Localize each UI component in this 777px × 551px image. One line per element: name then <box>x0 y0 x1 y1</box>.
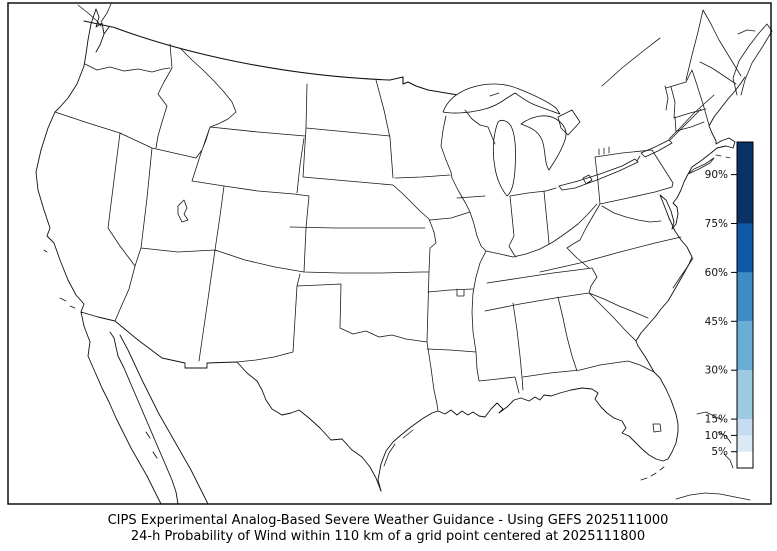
small-waters-path <box>487 85 669 156</box>
map-frame <box>7 2 772 505</box>
colorbar-outline <box>736 141 754 469</box>
colorbar-bin <box>737 419 753 436</box>
colorbar-bin <box>737 435 753 452</box>
colorbar-tick-label: 10% <box>705 430 728 442</box>
colorbar-tick-label: 45% <box>705 316 728 328</box>
colorbar-tick-label: 60% <box>705 267 728 279</box>
colorbar-tick-label: 75% <box>705 218 728 230</box>
probability-colorbar: 90% 75% 60% 45% 30% 15% 10% 5% <box>705 141 754 469</box>
colorbar-bin <box>737 370 753 420</box>
colorbar-bin <box>737 223 753 273</box>
us-canada-border-path <box>83 20 464 97</box>
colorbar-bin <box>737 272 753 322</box>
mexico-path <box>80 311 382 505</box>
state-borders-path <box>54 9 742 412</box>
great-lakes-path <box>177 83 673 433</box>
colorbar-tick-label: 5% <box>711 446 728 458</box>
coastline-path <box>35 8 746 492</box>
caption-line-2: 24-h Probability of Wind within 110 km o… <box>131 529 645 544</box>
map-ocean-background <box>8 3 771 504</box>
colorbar-bin <box>737 142 753 224</box>
islands-path <box>43 154 751 501</box>
colorbar-tick-label: 15% <box>705 414 728 426</box>
canada-features-path <box>77 3 773 162</box>
colorbar-bin <box>737 321 753 371</box>
colorbar-tick-label: 90% <box>705 169 728 181</box>
colorbar-bin <box>737 451 753 468</box>
caption-line-1: CIPS Experimental Analog-Based Severe We… <box>108 513 669 528</box>
colorbar-tick-label: 30% <box>705 365 728 377</box>
